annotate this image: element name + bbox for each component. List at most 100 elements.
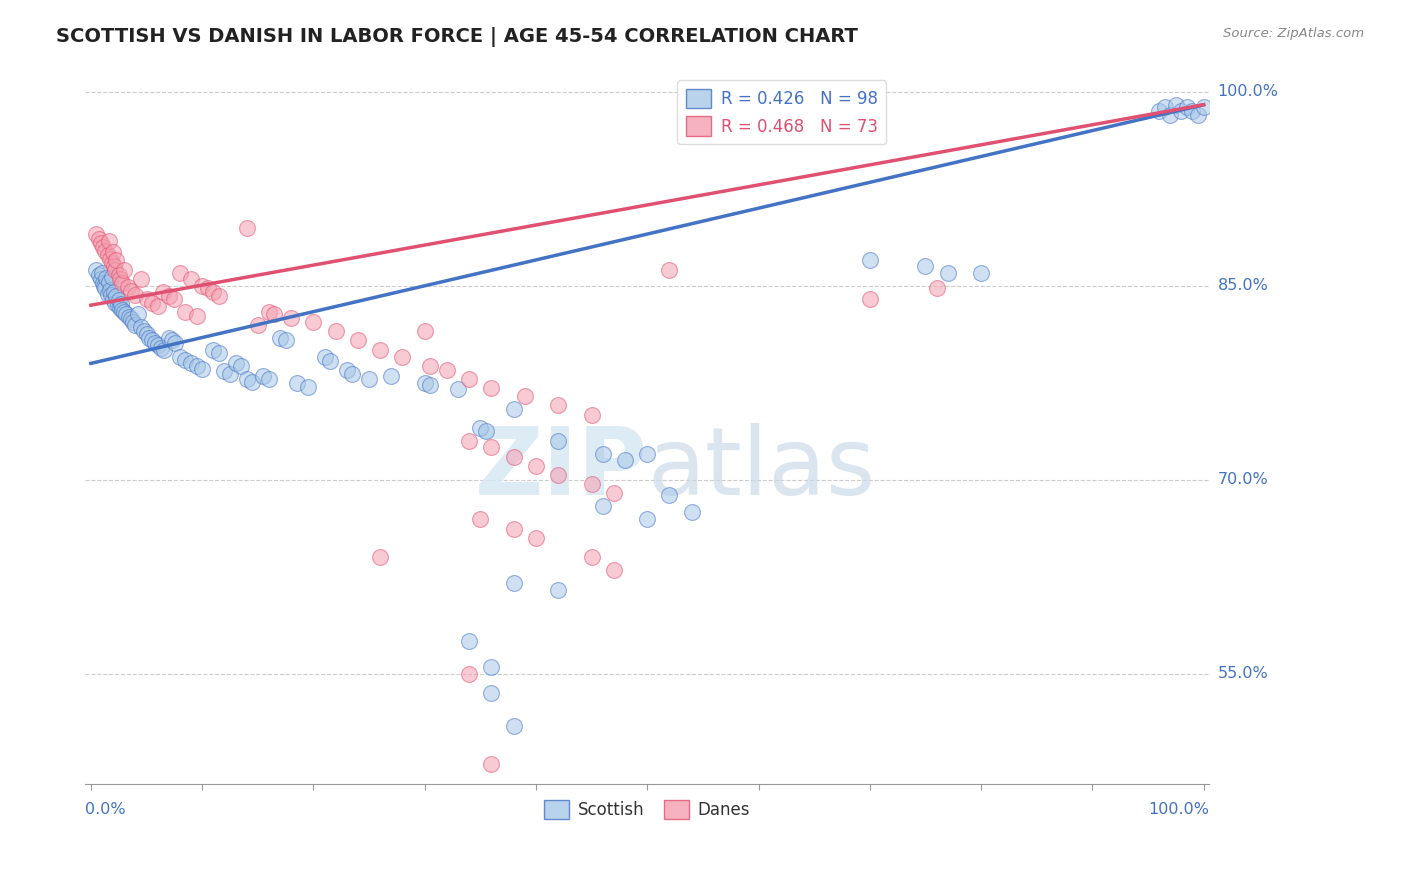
Point — [513, 389, 536, 403]
Point — [122, 315, 145, 329]
Point — [124, 318, 146, 332]
Point — [1153, 100, 1175, 114]
Point — [129, 272, 152, 286]
Point — [157, 330, 180, 344]
Point — [87, 232, 110, 246]
Point — [481, 381, 503, 395]
Point — [101, 245, 124, 260]
Point — [145, 335, 167, 350]
Point — [117, 280, 139, 294]
Point — [502, 401, 524, 416]
Point — [658, 488, 681, 502]
Point — [169, 350, 191, 364]
Point — [274, 333, 297, 347]
Point — [581, 550, 603, 565]
Point — [202, 285, 225, 300]
Point — [191, 278, 214, 293]
Point — [191, 361, 214, 376]
Point — [101, 255, 124, 269]
Point — [101, 292, 124, 306]
Point — [524, 458, 547, 473]
Point — [107, 298, 129, 312]
Point — [91, 266, 114, 280]
Point — [174, 352, 197, 367]
Point — [98, 283, 121, 297]
Point — [96, 286, 118, 301]
Point — [636, 511, 658, 525]
Point — [368, 550, 391, 565]
Point — [97, 275, 120, 289]
Point — [208, 289, 231, 303]
Point — [208, 346, 231, 360]
Point — [127, 307, 149, 321]
Point — [970, 266, 993, 280]
Point — [297, 379, 319, 393]
Point — [285, 376, 308, 390]
Point — [603, 485, 626, 500]
Text: 55.0%: 55.0% — [1218, 666, 1268, 681]
Point — [413, 376, 436, 390]
Point — [103, 260, 125, 274]
Point — [141, 295, 163, 310]
Point — [269, 330, 291, 344]
Point — [87, 268, 110, 283]
Point — [314, 350, 336, 364]
Point — [96, 271, 118, 285]
Point — [165, 335, 187, 350]
Point — [458, 434, 481, 448]
Point — [581, 408, 603, 422]
Point — [91, 240, 114, 254]
Point — [246, 318, 269, 332]
Point — [219, 367, 242, 381]
Point — [481, 660, 503, 674]
Point — [180, 356, 202, 370]
Point — [235, 372, 257, 386]
Point — [112, 304, 135, 318]
Point — [368, 343, 391, 358]
Point — [152, 285, 174, 300]
Point — [138, 330, 160, 344]
Point — [391, 350, 413, 364]
Point — [105, 252, 128, 267]
Point — [160, 333, 183, 347]
Point — [547, 582, 569, 597]
Point — [263, 307, 285, 321]
Point — [859, 292, 882, 306]
Point — [135, 292, 157, 306]
Point — [94, 244, 117, 258]
Point — [129, 320, 152, 334]
Point — [547, 467, 569, 482]
Text: 70.0%: 70.0% — [1218, 472, 1268, 487]
Point — [97, 234, 120, 248]
Point — [115, 307, 138, 321]
Point — [229, 359, 252, 373]
Point — [108, 272, 131, 286]
Point — [186, 309, 208, 323]
Point — [111, 303, 134, 318]
Point — [280, 311, 302, 326]
Point — [592, 499, 614, 513]
Point — [252, 369, 274, 384]
Point — [118, 310, 141, 324]
Point — [257, 372, 280, 386]
Point — [347, 333, 370, 347]
Point — [98, 252, 121, 266]
Point — [524, 531, 547, 545]
Point — [163, 292, 186, 306]
Point — [169, 266, 191, 280]
Point — [225, 356, 247, 370]
Point — [447, 382, 470, 396]
Point — [120, 312, 142, 326]
Point — [180, 272, 202, 286]
Point — [458, 666, 481, 681]
Point — [419, 359, 441, 373]
Point — [91, 277, 114, 291]
Point — [481, 757, 503, 772]
Point — [110, 297, 132, 311]
Text: 85.0%: 85.0% — [1218, 278, 1268, 293]
Point — [547, 398, 569, 412]
Point — [105, 289, 128, 303]
Point — [240, 375, 263, 389]
Point — [149, 341, 172, 355]
Point — [1175, 100, 1198, 114]
